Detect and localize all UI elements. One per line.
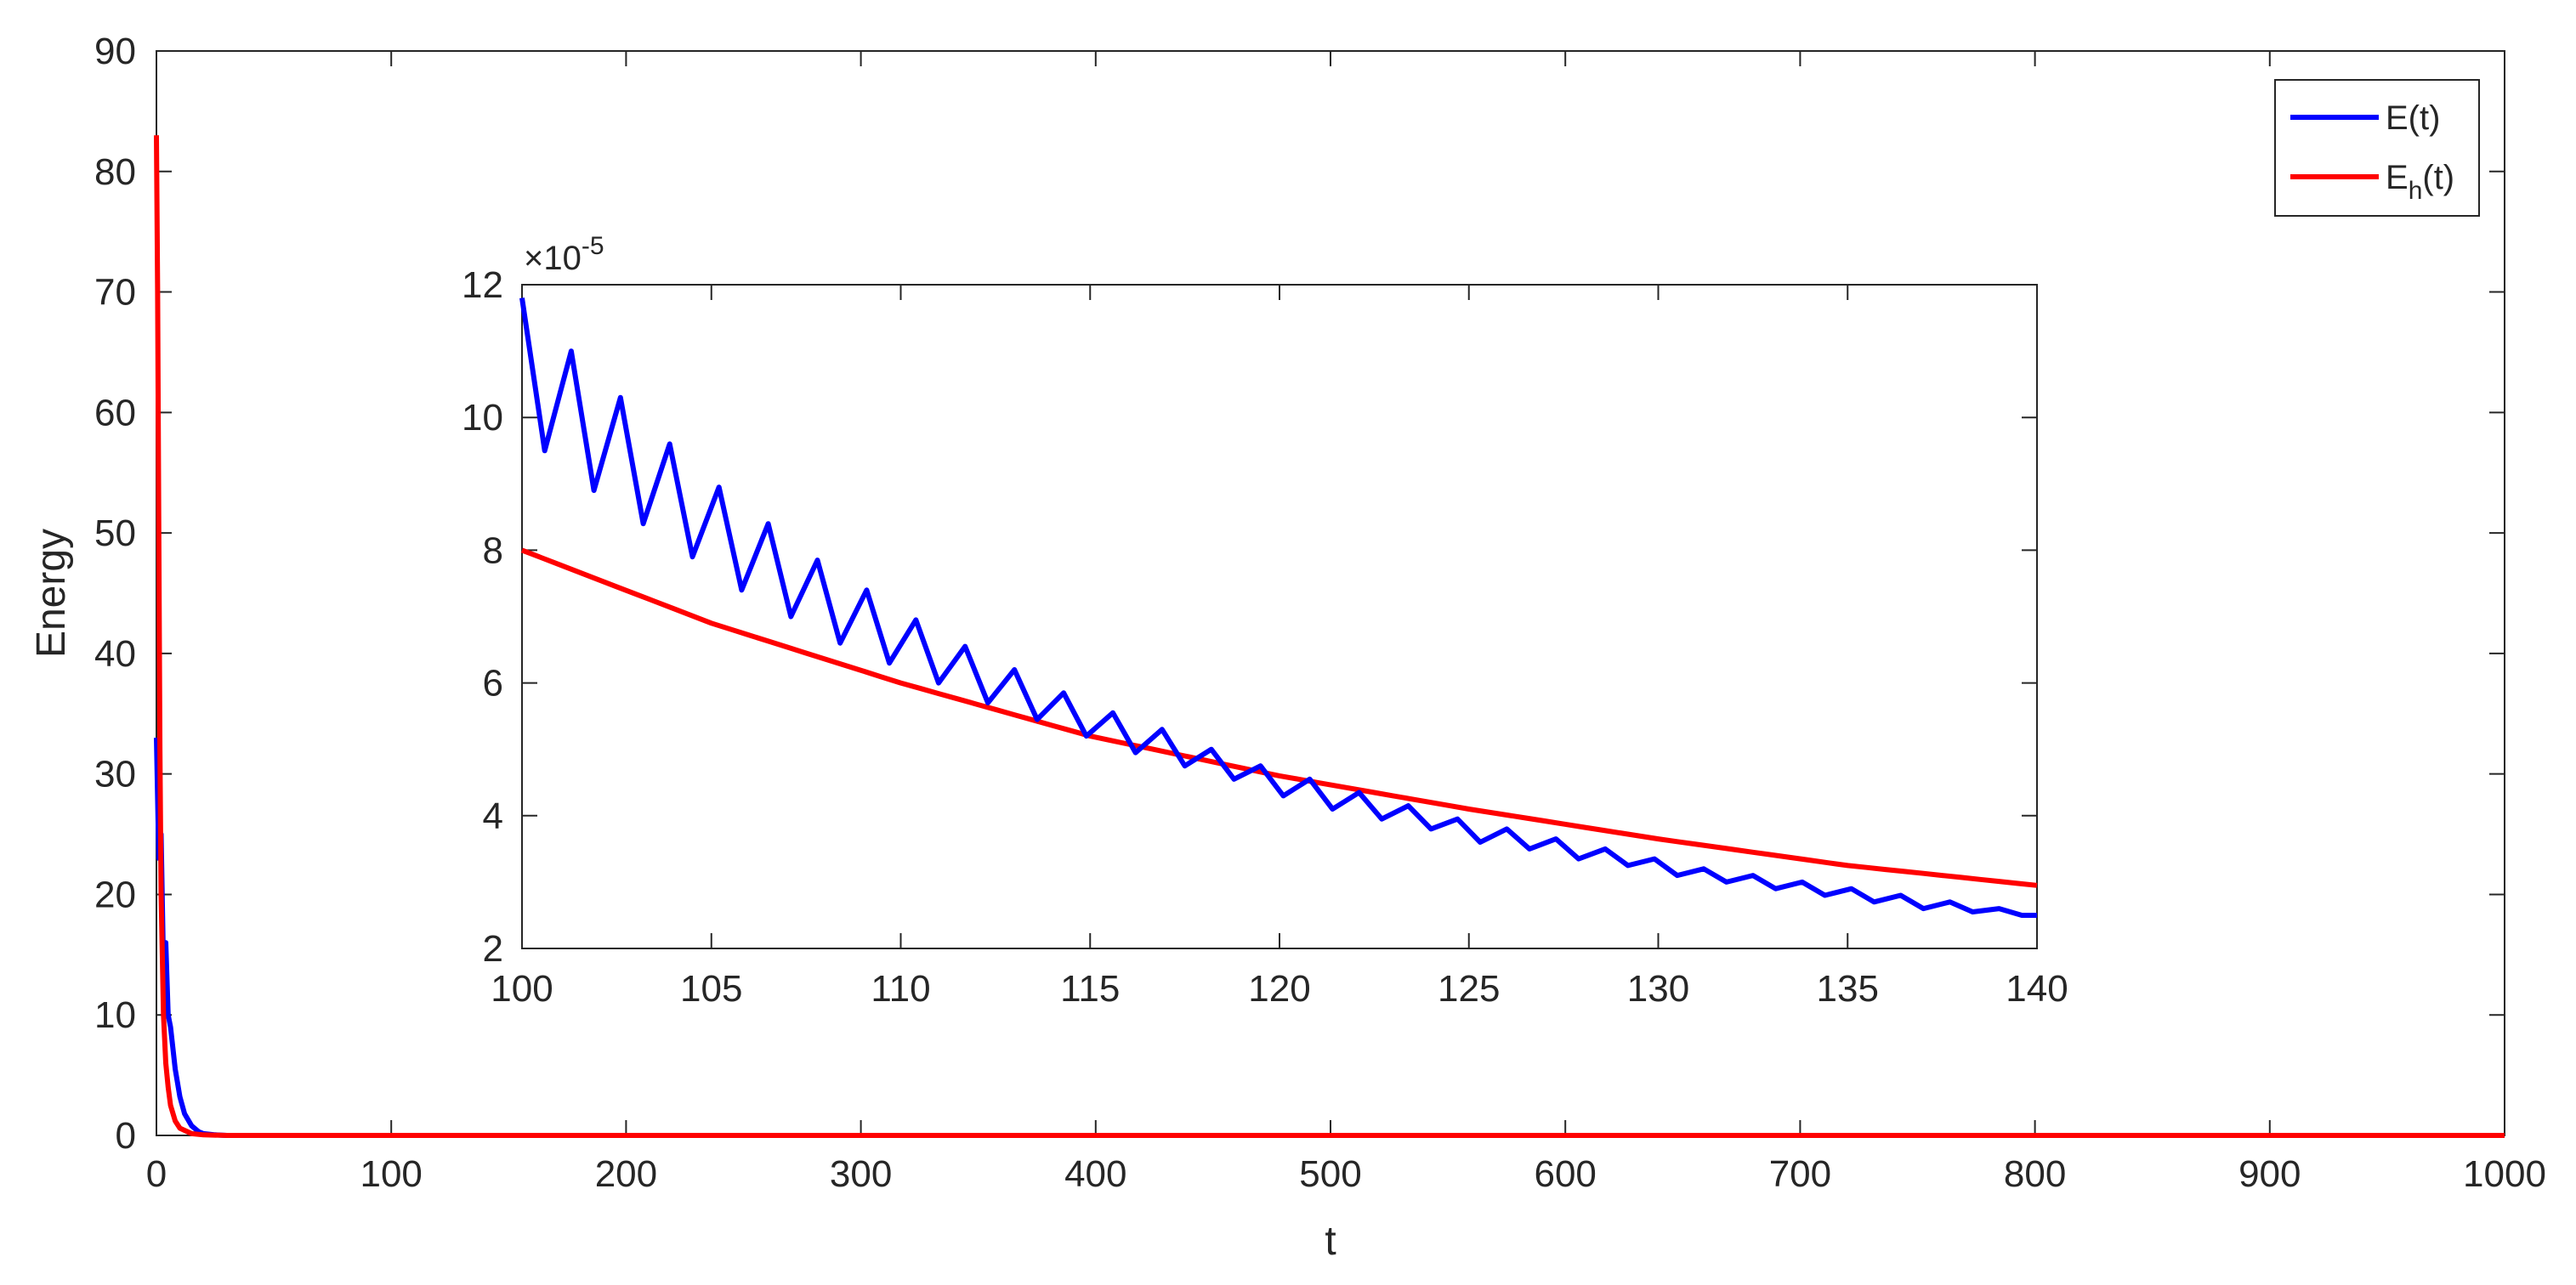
main-y-tick-label: 90 [94,31,136,72]
main-y-tick-label: 40 [94,633,136,675]
inset-y-scale-exponent: -5 [582,232,604,260]
main-x-tick-label: 200 [595,1153,657,1195]
main-y-tick-label: 60 [94,392,136,433]
inset-plot-frame [521,284,2038,949]
main-y-tick-label: 30 [94,754,136,795]
main-y-tick-label: 70 [94,272,136,314]
inset-y-tick-label: 10 [462,397,503,439]
main-y-tick-label: 80 [94,151,136,193]
inset-x-tick-label: 100 [491,968,553,1010]
inset-series-eht [520,547,2038,888]
inset-x-tick-label: 120 [1248,968,1310,1010]
inset-y-tick-label: 2 [483,928,503,970]
inset-x-tick-label: 115 [1060,968,1120,1010]
legend-entry-eht: Eh(t) [2386,159,2454,205]
main-x-tick-label: 900 [2238,1153,2301,1195]
main-x-tick-label: 800 [2004,1153,2066,1195]
main-x-tick-label: 600 [1534,1153,1596,1195]
inset-y-tick-label: 6 [483,663,503,705]
inset-x-tick-label: 135 [1817,968,1879,1010]
main-y-tick-label: 20 [94,874,136,915]
inset-x-tick-label: 130 [1627,968,1689,1010]
inset-x-tick-label: 110 [871,968,930,1010]
legend-box [2274,79,2480,217]
inset-x-tick-label: 125 [1438,968,1500,1010]
main-x-tick-label: 100 [360,1153,422,1195]
main-x-tick-label: 300 [830,1153,892,1195]
main-x-tick-label: 0 [146,1153,167,1195]
main-x-tick-label: 1000 [2463,1153,2546,1195]
inset-y-tick-label: 4 [483,795,503,837]
inset-y-tick-label: 12 [462,264,503,306]
inset-x-tick-label: 140 [2006,968,2068,1010]
main-x-tick-label: 400 [1064,1153,1126,1195]
inset-x-tick-label: 105 [680,968,742,1010]
main-y-tick-label: 0 [116,1115,136,1157]
x-axis-label: t [1325,1219,1336,1264]
main-x-tick-label: 700 [1769,1153,1831,1195]
main-plot-lines [154,135,2505,1138]
y-axis-label: Energy [29,529,74,658]
inset-series-et [519,297,2037,918]
main-x-tick-label: 500 [1299,1153,1361,1195]
main-y-tick-label: 50 [94,512,136,554]
main-y-tick-label: 10 [94,994,136,1036]
legend: E(t) Eh(t) [2274,79,2480,217]
main-series-eht [154,135,2505,1138]
inset-y-tick-label: 8 [483,529,503,571]
legend-entry-et: E(t) [2386,99,2440,137]
